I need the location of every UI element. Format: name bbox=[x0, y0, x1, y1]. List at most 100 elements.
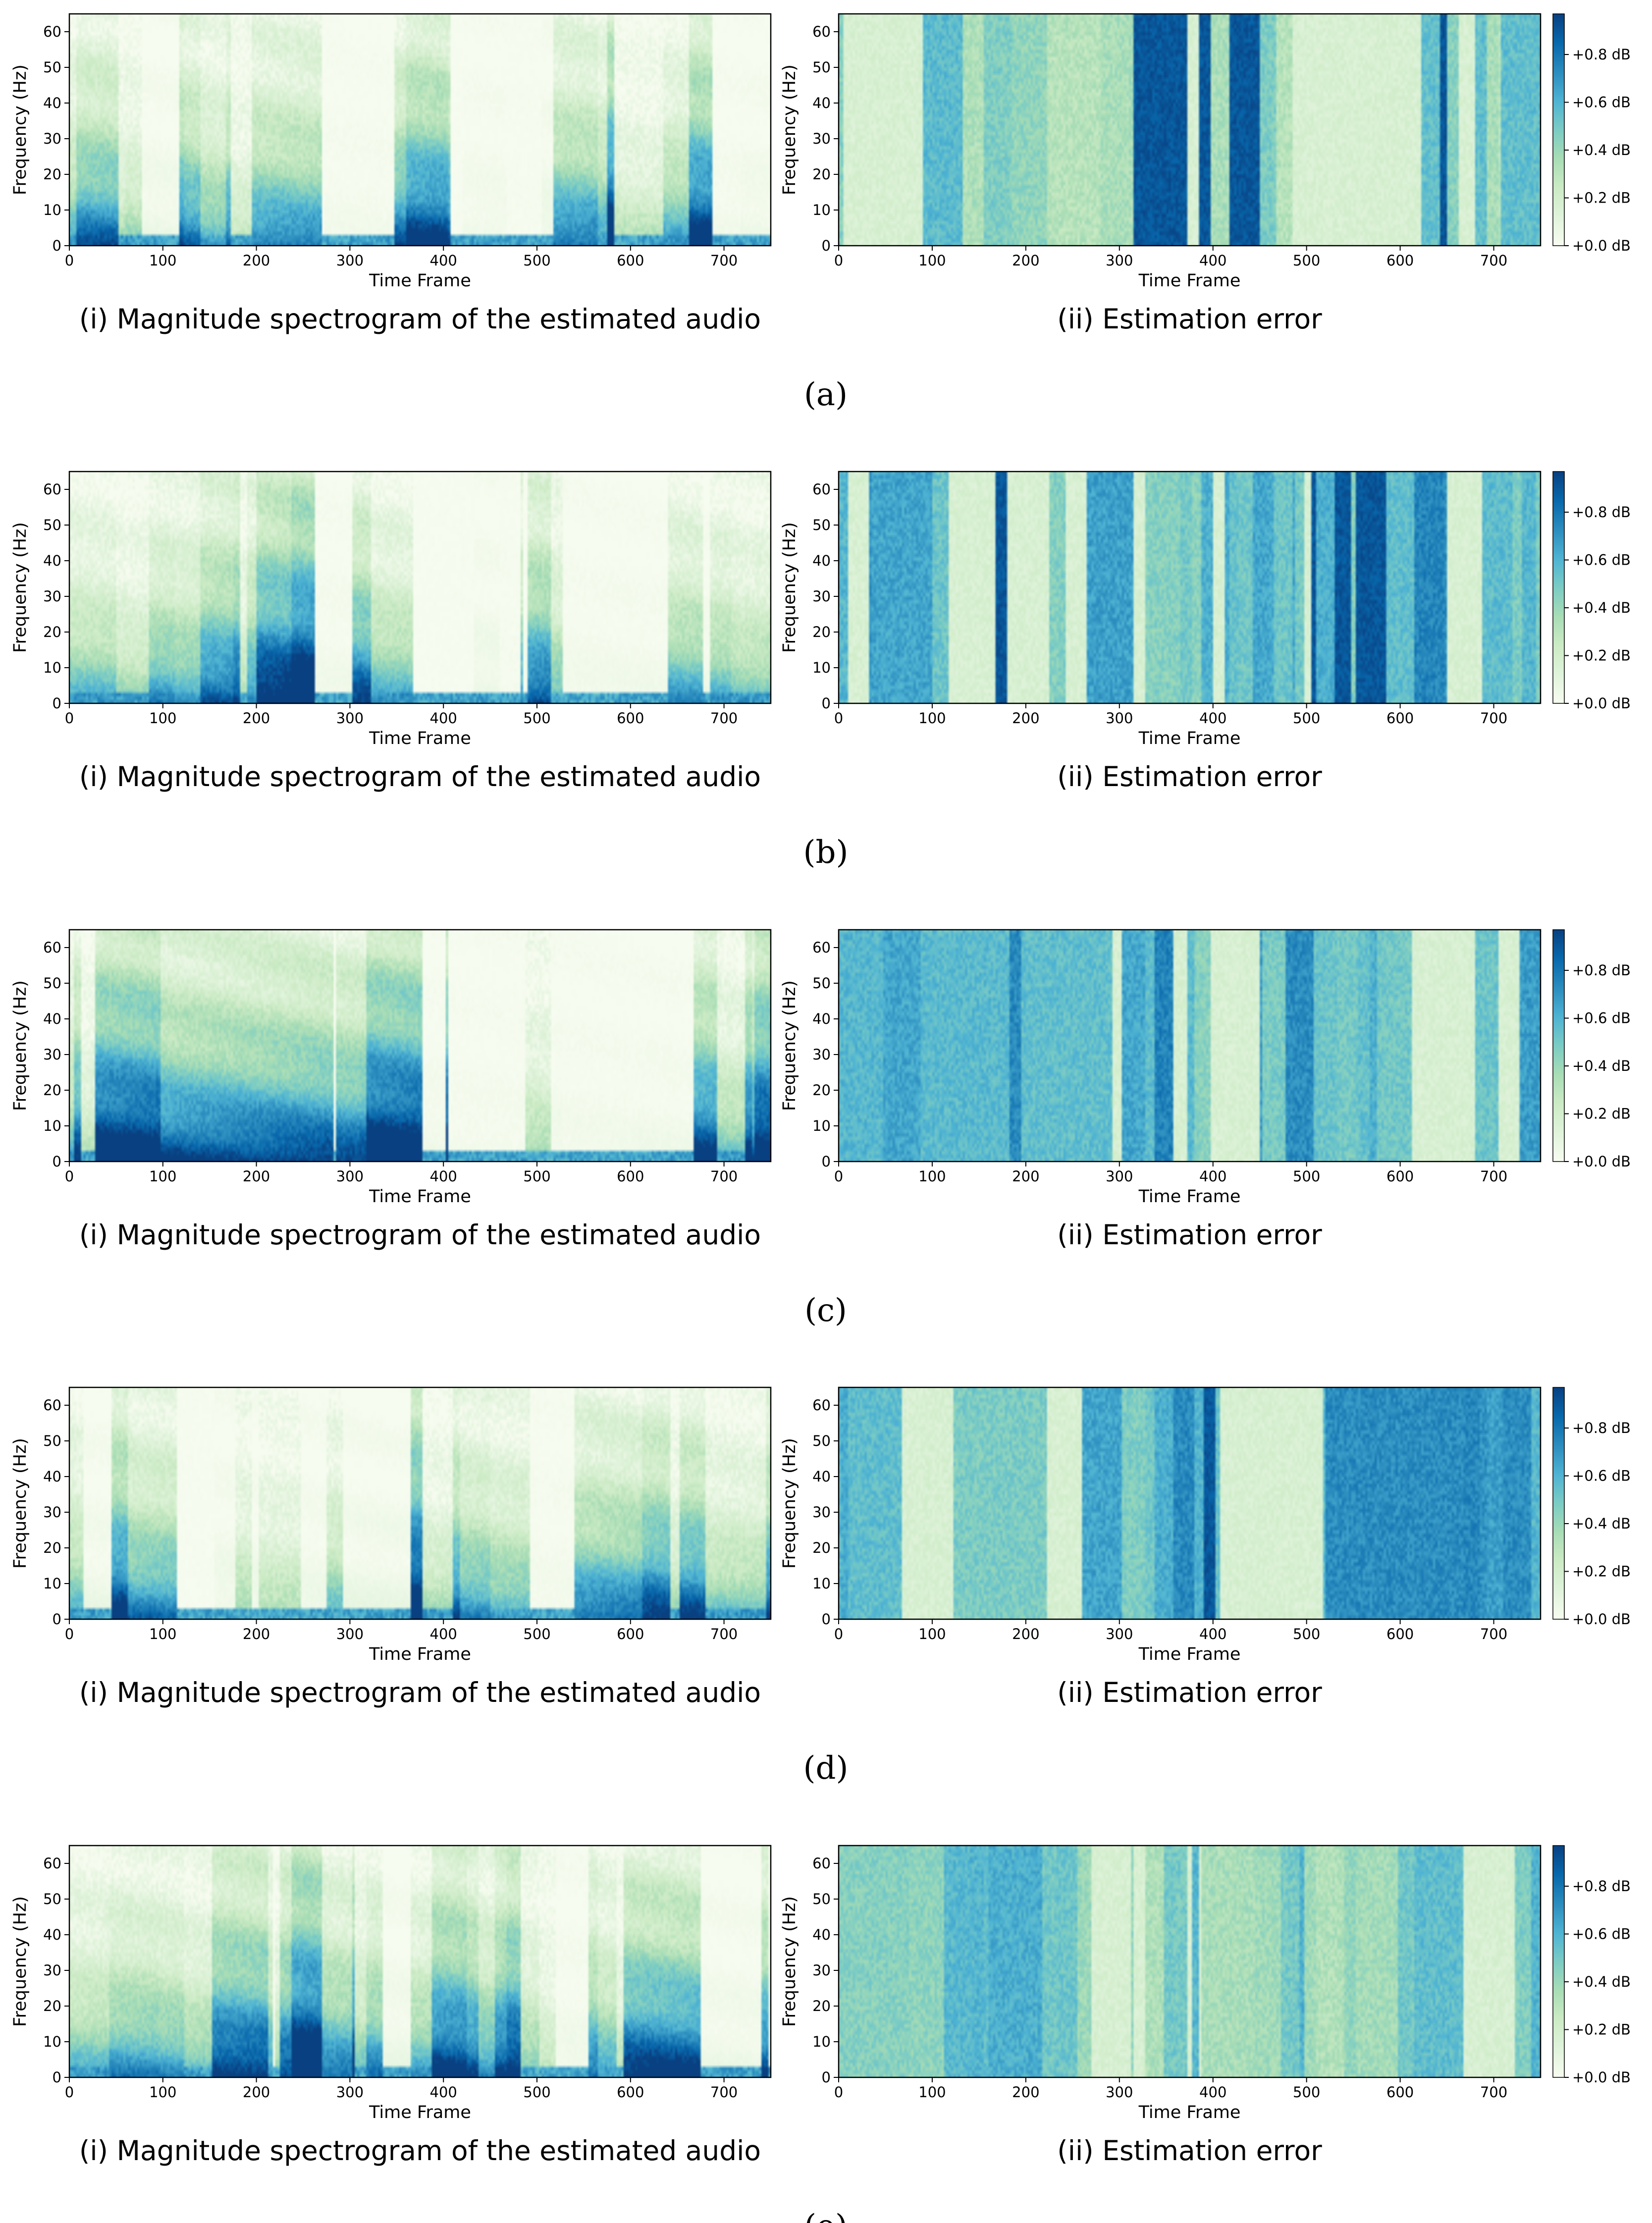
y-tick-label: 20 bbox=[812, 1998, 831, 2014]
colorbar-tick-label: +0.2 dB bbox=[1572, 1563, 1631, 1580]
y-tick-label: 20 bbox=[43, 1082, 61, 1099]
colorbar-tick-label: +0.4 dB bbox=[1572, 599, 1631, 616]
y-tick-label: 50 bbox=[812, 1432, 831, 1449]
y-tick-label: 50 bbox=[43, 975, 61, 992]
y-axis-label: Frequency (Hz) bbox=[780, 1896, 799, 2027]
x-tick-label: 100 bbox=[149, 2084, 176, 2101]
x-tick-label: 700 bbox=[1480, 1626, 1507, 1642]
heatmap-0-1 bbox=[839, 14, 1541, 246]
x-tick-label: 400 bbox=[430, 252, 457, 269]
axes-1-1: 0 100 200 300 400 500 600 700 0 10 20 30 40 50 60 Time … bbox=[780, 471, 1542, 793]
y-tick-label: 40 bbox=[812, 1010, 831, 1027]
y-tick-label: 50 bbox=[812, 59, 831, 76]
y-tick-label: 40 bbox=[43, 552, 61, 569]
y-tick-label: 10 bbox=[43, 1575, 61, 1592]
axes-2-0: 0 100 200 300 400 500 600 700 0 10 20 30 40 50 60 Time … bbox=[10, 929, 772, 1251]
colorbar-tick-label: +0.4 dB bbox=[1572, 142, 1631, 159]
colorbar-tick-label: +0.0 dB bbox=[1572, 1153, 1631, 1170]
colorbar-tick-label: +0.4 dB bbox=[1572, 1973, 1631, 1990]
colorbar-4: +0.0 dB +0.2 dB +0.4 dB +0.6 dB +0.8 dB bbox=[1552, 1845, 1631, 2086]
x-tick-label: 600 bbox=[1386, 1168, 1414, 1185]
axes-frame bbox=[68, 13, 772, 247]
y-tick-label: 0 bbox=[822, 1611, 831, 1628]
subplot-caption: (ii) Estimation error bbox=[1057, 303, 1322, 335]
y-tick-label: 0 bbox=[53, 1611, 61, 1628]
x-axis-label: Time Frame bbox=[1138, 2103, 1241, 2122]
heatmap-2-1 bbox=[839, 930, 1541, 1162]
x-tick-label: 400 bbox=[1199, 252, 1226, 269]
y-tick-label: 0 bbox=[53, 1153, 61, 1170]
colorbar-tick-label: +0.6 dB bbox=[1572, 94, 1631, 111]
x-axis-label: Time Frame bbox=[1138, 1644, 1241, 1664]
heatmap-4-0 bbox=[69, 1846, 771, 2077]
axes-3-1: 0 100 200 300 400 500 600 700 0 10 20 30 40 50 60 Time … bbox=[780, 1386, 1542, 1708]
x-tick-label: 0 bbox=[834, 252, 843, 269]
x-tick-label: 100 bbox=[149, 1626, 176, 1642]
x-tick-label: 200 bbox=[1012, 252, 1039, 269]
x-tick-label: 700 bbox=[1480, 252, 1507, 269]
colorbar-tick-label: +0.2 dB bbox=[1572, 2021, 1631, 2038]
x-tick-label: 0 bbox=[65, 1168, 74, 1185]
axes-frame bbox=[838, 929, 1542, 1163]
axes-frame bbox=[68, 929, 772, 1163]
x-axis-label: Time Frame bbox=[1138, 1187, 1241, 1207]
y-tick-label: 50 bbox=[812, 1891, 831, 1907]
x-tick-label: 100 bbox=[149, 1168, 176, 1185]
colorbar-tick-label: +0.0 dB bbox=[1572, 237, 1631, 254]
colorbar-tick-label: +0.6 dB bbox=[1572, 1010, 1631, 1027]
y-tick-label: 50 bbox=[812, 517, 831, 533]
y-tick-label: 60 bbox=[43, 1397, 61, 1414]
y-tick-label: 10 bbox=[812, 659, 831, 676]
heatmap-image-0-0 bbox=[69, 14, 771, 246]
subplot-caption: (i) Magnitude spectrogram of the estimat… bbox=[79, 1677, 761, 1708]
colorbar-tick-label: +0.2 dB bbox=[1572, 1106, 1631, 1122]
x-tick-label: 300 bbox=[1106, 252, 1133, 269]
axes-4-1: 0 100 200 300 400 500 600 700 0 10 20 30 40 50 60 Time … bbox=[780, 1845, 1542, 2167]
axes-2-1: 0 100 200 300 400 500 600 700 0 10 20 30 40 50 60 Time … bbox=[780, 929, 1542, 1251]
subplot-caption: (ii) Estimation error bbox=[1057, 2135, 1322, 2167]
y-axis-label: Frequency (Hz) bbox=[780, 1438, 799, 1569]
y-tick-label: 0 bbox=[822, 1153, 831, 1170]
axes-4-0: 0 100 200 300 400 500 600 700 0 10 20 30 40 50 60 Time … bbox=[10, 1845, 772, 2167]
y-tick-label: 20 bbox=[43, 624, 61, 640]
y-tick-label: 60 bbox=[812, 481, 831, 498]
x-tick-label: 600 bbox=[1386, 710, 1414, 727]
axes-0-1: 0 100 200 300 400 500 600 700 0 10 20 30 40 50 60 Time … bbox=[780, 13, 1542, 335]
colorbar-tick-label: +0.0 dB bbox=[1572, 2069, 1631, 2086]
y-tick-label: 30 bbox=[43, 1046, 61, 1063]
x-tick-label: 400 bbox=[430, 2084, 457, 2101]
subplot-caption: (ii) Estimation error bbox=[1057, 1219, 1322, 1251]
panel-label: (a) bbox=[804, 376, 848, 413]
x-tick-label: 200 bbox=[1012, 710, 1039, 727]
x-tick-label: 400 bbox=[1199, 710, 1226, 727]
x-tick-label: 500 bbox=[1293, 1626, 1320, 1642]
y-tick-label: 0 bbox=[822, 695, 831, 712]
y-tick-label: 60 bbox=[43, 23, 61, 40]
y-tick-label: 20 bbox=[43, 166, 61, 183]
x-tick-label: 500 bbox=[523, 1626, 550, 1642]
y-tick-label: 50 bbox=[43, 1432, 61, 1449]
colorbar-2: +0.0 dB +0.2 dB +0.4 dB +0.6 dB +0.8 dB bbox=[1552, 929, 1631, 1170]
axes-frame bbox=[68, 471, 772, 704]
colorbar-gradient bbox=[1552, 929, 1565, 1162]
x-tick-label: 300 bbox=[336, 2084, 364, 2101]
heatmap-4-1 bbox=[839, 1846, 1541, 2077]
colorbar-0: +0.0 dB +0.2 dB +0.4 dB +0.6 dB +0.8 dB bbox=[1552, 13, 1631, 254]
colorbar-tick-label: +0.6 dB bbox=[1572, 552, 1631, 569]
x-axis-label: Time Frame bbox=[369, 729, 471, 748]
x-tick-label: 300 bbox=[1106, 2084, 1133, 2101]
x-tick-label: 100 bbox=[918, 2084, 946, 2101]
x-tick-label: 700 bbox=[710, 1626, 738, 1642]
colorbar-gradient bbox=[1552, 1387, 1565, 1620]
x-tick-label: 200 bbox=[243, 2084, 270, 2101]
y-tick-label: 60 bbox=[812, 1855, 831, 1872]
y-tick-label: 50 bbox=[43, 1891, 61, 1907]
x-tick-label: 700 bbox=[1480, 710, 1507, 727]
y-axis-label: Frequency (Hz) bbox=[10, 1896, 30, 2027]
colorbar-tick-label: +0.8 dB bbox=[1572, 504, 1631, 521]
x-tick-label: 700 bbox=[1480, 2084, 1507, 2101]
heatmap-image-2-1 bbox=[839, 930, 1541, 1162]
y-tick-label: 40 bbox=[43, 95, 61, 111]
x-axis-label: Time Frame bbox=[1138, 729, 1241, 748]
